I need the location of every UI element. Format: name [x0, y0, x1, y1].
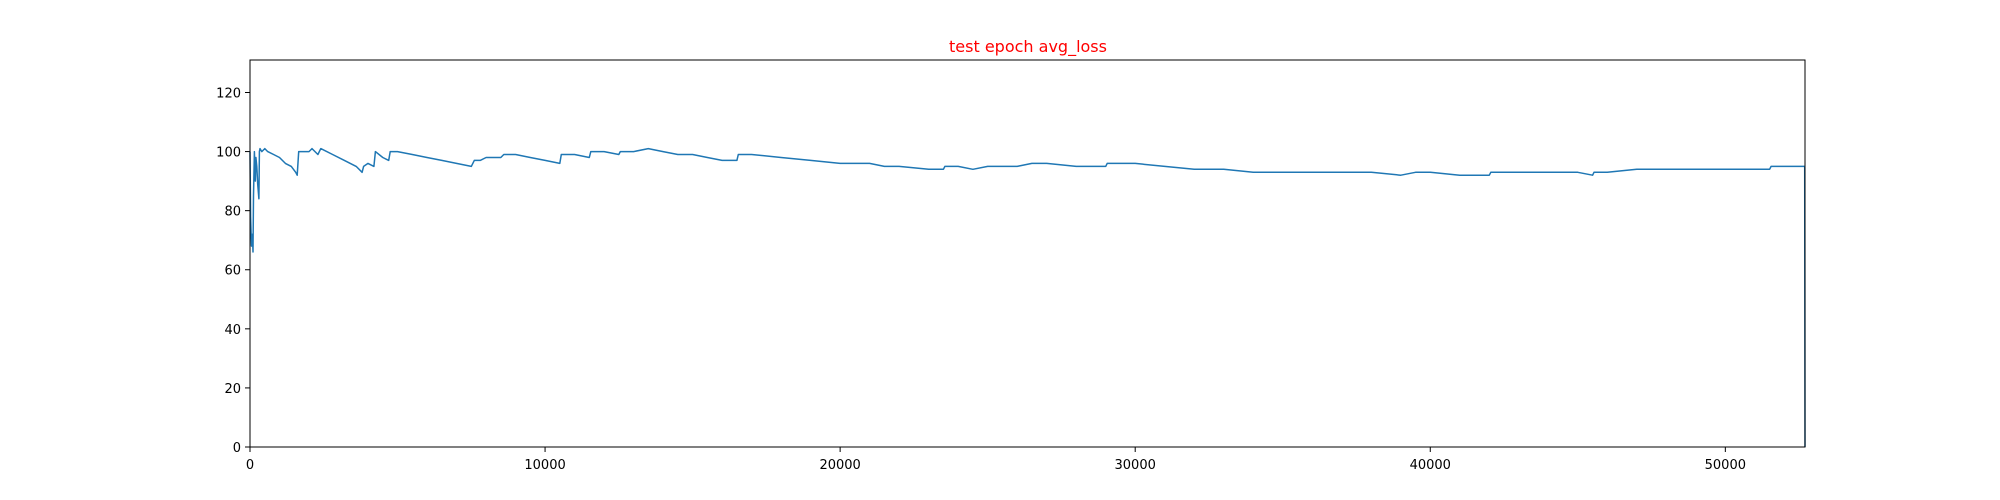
y-tick-label: 120: [216, 86, 241, 101]
y-tick-label: 100: [216, 146, 241, 161]
plot-area-frame: [249, 59, 1806, 448]
y-tick-label: 40: [224, 323, 241, 338]
series-line: [249, 147, 1806, 448]
chart-title: test epoch avg_loss: [949, 37, 1107, 57]
x-tick-label: 0: [246, 458, 254, 473]
x-axis: 0 10000 20000 30000 40000 50000: [246, 447, 1746, 473]
x-tick-label: 30000: [1115, 458, 1156, 473]
y-tick-label: 60: [224, 264, 241, 279]
y-tick-label: 80: [224, 205, 241, 220]
x-tick-label: 20000: [819, 458, 860, 473]
y-tick-label: 0: [233, 441, 241, 456]
y-tick-label: 20: [224, 382, 241, 397]
x-tick-label: 50000: [1705, 458, 1746, 473]
x-tick-label: 40000: [1410, 458, 1451, 473]
x-tick-label: 10000: [524, 458, 565, 473]
y-axis: 0 20 40 60 80 100 120: [216, 86, 250, 456]
